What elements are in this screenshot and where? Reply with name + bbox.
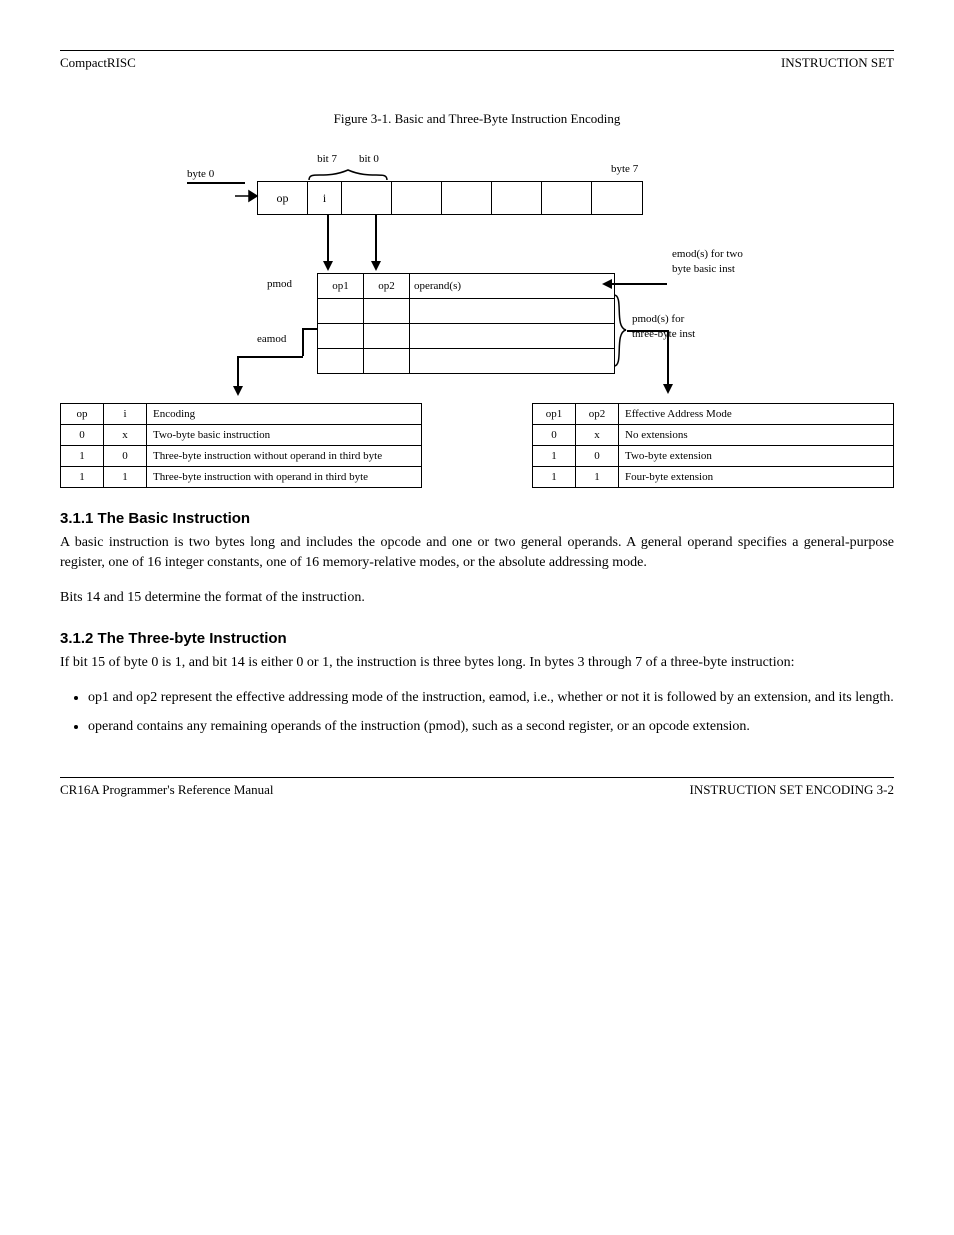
- r0a: 0: [533, 425, 576, 445]
- byte-cell-i: i: [308, 182, 342, 214]
- ltr-0: 0 x Two-byte basic instruction: [61, 425, 421, 446]
- emod-label-1: emod(s) for two: [672, 248, 743, 260]
- elbow-l-h2: [237, 356, 303, 358]
- brace-top-icon: [307, 166, 389, 182]
- byte0-label: byte 0: [187, 168, 245, 184]
- elbow-l-head: [233, 386, 243, 396]
- footer-right: INSTRUCTION SET ENCODING 3-2: [689, 782, 894, 798]
- pmod-h1: op1: [318, 274, 364, 298]
- emod-arrow-line: [607, 283, 667, 285]
- rtr-2: 1 1 Four-byte extension: [533, 467, 893, 487]
- lth-op: op: [61, 404, 104, 424]
- brace-top-labels: bit 7 bit 0: [308, 153, 388, 165]
- elbow-l-v1: [302, 328, 304, 356]
- byte7-label: byte 7: [611, 163, 638, 175]
- section-3.1.1-p2: Bits 14 and 15 determine the format of t…: [60, 588, 894, 608]
- section-3.1.1-p1: A basic instruction is two bytes long an…: [60, 533, 894, 574]
- byte-cell-7: [592, 182, 642, 214]
- encoding-diagram: byte 0 bit 7 bit 0 byte 7 op i: [107, 133, 847, 403]
- l1b: 0: [104, 446, 147, 466]
- elbow-l-h1: [302, 328, 317, 330]
- pmod-r3: [318, 349, 614, 373]
- ltr-2: 1 1 Three-byte instruction with operand …: [61, 467, 421, 487]
- lth-enc: Encoding: [147, 404, 421, 424]
- r1a: 1: [533, 446, 576, 466]
- l2b: 1: [104, 467, 147, 487]
- notes-list: op1 and op2 represent the effective addr…: [60, 687, 894, 737]
- header-row: CompactRISC INSTRUCTION SET: [60, 55, 894, 71]
- r1b: 0: [576, 446, 619, 466]
- pmod-header-row: op1 op2 operand(s): [318, 274, 614, 299]
- rtr-1: 1 0 Two-byte extension: [533, 446, 893, 467]
- l0a: 0: [61, 425, 104, 445]
- footer-left: CR16A Programmer's Reference Manual: [60, 782, 274, 798]
- bit0-label: bit 0: [359, 153, 379, 165]
- rth-op1: op1: [533, 404, 576, 424]
- pmod-right-label-1: pmod(s) for: [632, 313, 684, 325]
- byte-cell-2: [342, 182, 392, 214]
- emod-arrow-head: [602, 279, 612, 289]
- l1a: 1: [61, 446, 104, 466]
- arrow-in-icon: [235, 188, 259, 209]
- right-th: op1 op2 Effective Address Mode: [533, 404, 893, 425]
- pmod-side-label: pmod: [267, 278, 292, 290]
- r2a: 1: [533, 467, 576, 487]
- figure-title: Figure 3-1. Basic and Three-Byte Instruc…: [60, 111, 894, 127]
- pmod-table: op1 op2 operand(s): [317, 273, 615, 374]
- pmod-h2: op2: [364, 274, 410, 298]
- l2a: 1: [61, 467, 104, 487]
- byte-cell-3: [392, 182, 442, 214]
- l2c: Three-byte instruction with operand in t…: [147, 467, 421, 487]
- brace-right-icon: [612, 293, 627, 368]
- arrow-head-2: [371, 261, 381, 271]
- left-th: op i Encoding: [61, 404, 421, 425]
- ltr-1: 1 0 Three-byte instruction without opera…: [61, 446, 421, 467]
- footer-row: CR16A Programmer's Reference Manual INST…: [60, 782, 894, 798]
- page: CompactRISC INSTRUCTION SET Figure 3-1. …: [0, 0, 954, 838]
- bit7-label: bit 7: [317, 153, 337, 165]
- elbow-l-v2: [237, 356, 239, 388]
- note-0: op1 and op2 represent the effective addr…: [88, 687, 894, 708]
- pmod-h3: operand(s): [410, 274, 614, 298]
- section-3.1.1-title: 3.1.1 The Basic Instruction: [60, 510, 894, 527]
- lth-i: i: [104, 404, 147, 424]
- emod-label-2: byte basic inst: [672, 263, 735, 275]
- l1c: Three-byte instruction without operand i…: [147, 446, 421, 466]
- rth-op2: op2: [576, 404, 619, 424]
- left-enc-table: op i Encoding 0 x Two-byte basic instruc…: [60, 403, 422, 488]
- byte-cell-op: op: [258, 182, 308, 214]
- note-1: operand contains any remaining operands …: [88, 716, 894, 737]
- arrow-down-1: [327, 215, 329, 263]
- byte-bar: op i: [257, 181, 643, 215]
- eamod-side-label: eamod: [257, 333, 286, 345]
- header-rule: [60, 50, 894, 51]
- arrow-head-1: [323, 261, 333, 271]
- header-right: INSTRUCTION SET: [781, 55, 894, 71]
- l0b: x: [104, 425, 147, 445]
- byte-cell-4: [442, 182, 492, 214]
- tables-row: op i Encoding 0 x Two-byte basic instruc…: [60, 403, 894, 488]
- r2b: 1: [576, 467, 619, 487]
- section-3.1.2-title: 3.1.2 The Three-byte Instruction: [60, 630, 894, 647]
- r2c: Four-byte extension: [619, 467, 893, 487]
- footer-rule: [60, 777, 894, 778]
- byte-cell-6: [542, 182, 592, 214]
- byte0-text: byte 0: [187, 168, 214, 180]
- rtr-0: 0 x No extensions: [533, 425, 893, 446]
- pmod-r1: [318, 299, 614, 324]
- header-left: CompactRISC: [60, 55, 136, 71]
- l0c: Two-byte basic instruction: [147, 425, 421, 445]
- arrow-down-2: [375, 215, 377, 263]
- elbow-r-v1: [667, 330, 669, 386]
- r0b: x: [576, 425, 619, 445]
- section-3.1.2-p: If bit 15 of byte 0 is 1, and bit 14 is …: [60, 653, 894, 673]
- r0c: No extensions: [619, 425, 893, 445]
- right-enc-table: op1 op2 Effective Address Mode 0 x No ex…: [532, 403, 894, 488]
- byte-cell-5: [492, 182, 542, 214]
- elbow-r-head: [663, 384, 673, 394]
- elbow-r-h1: [627, 330, 667, 332]
- rth-ea: Effective Address Mode: [619, 404, 893, 424]
- pmod-r2: [318, 324, 614, 349]
- r1c: Two-byte extension: [619, 446, 893, 466]
